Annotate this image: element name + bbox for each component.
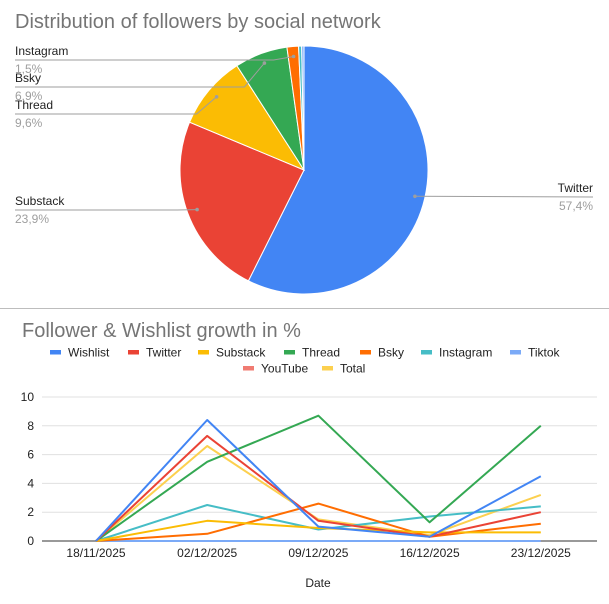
pie-slice-twitter [247, 45, 429, 295]
pie-label-percent: 23,9% [15, 212, 49, 226]
pie-leader-line [15, 62, 265, 88]
pie-label-instagram: Instagram 1,5% [15, 44, 296, 76]
legend-swatch [510, 350, 521, 355]
pie-label-percent: 1,5% [15, 62, 43, 76]
pie-label-name: Instagram [15, 44, 68, 58]
legend-swatch [198, 350, 209, 355]
series-line-instagram [95, 504, 541, 542]
series-lines [95, 414, 542, 542]
legend-label: Total [340, 362, 365, 376]
legend-label: Wishlist [68, 346, 110, 360]
y-tick-label: 10 [21, 390, 35, 404]
pie-slice-youtube [301, 45, 305, 171]
legend-swatch [243, 366, 254, 371]
legend-swatch [322, 366, 333, 371]
legend-label: Substack [216, 346, 266, 360]
pie-label-percent: 57,4% [559, 199, 593, 213]
line-chart: Wishlist Twitter Substack Thread Bsky Instagr… [21, 346, 597, 590]
y-gridlines: 0 2 4 6 8 10 [21, 390, 597, 548]
x-tick-label: 23/12/2025 [511, 546, 571, 560]
legend-item-substack: Substack [198, 346, 266, 360]
legend-swatch [128, 350, 139, 355]
legend-label: Thread [302, 346, 340, 360]
legend-label: Twitter [146, 346, 181, 360]
pie-label-name: Thread [15, 98, 53, 112]
pie-leader-line [15, 96, 217, 115]
x-tick-label: 18/11/2025 [66, 546, 125, 560]
y-tick-label: 2 [27, 505, 34, 519]
x-tick-label: 09/12/2025 [288, 546, 348, 560]
line-legend: Wishlist Twitter Substack Thread Bsky Instagr… [50, 346, 561, 376]
legend-label: Instagram [439, 346, 492, 360]
series-line-wishlist [95, 419, 542, 542]
x-axis-title: Date [305, 576, 331, 590]
series-line-total [95, 445, 542, 542]
legend-item-instagram: Instagram [421, 346, 492, 360]
y-tick-label: 6 [27, 448, 34, 462]
line-chart-panel: Follower & Wishlist growth in % Wishlist… [0, 310, 609, 604]
pie-leader-line [15, 56, 294, 61]
x-tick-label: 02/12/2025 [177, 546, 237, 560]
legend-label: Bsky [378, 346, 404, 360]
pie-chart-panel: Distribution of followers by social netw… [15, 11, 593, 295]
pie-label-percent: 9,6% [15, 116, 43, 130]
pie-label-dot [291, 54, 296, 59]
legend-item-twitter: Twitter [128, 346, 181, 360]
pie-label-name: Substack [15, 194, 65, 208]
series-line-thread [95, 414, 542, 542]
legend-item-total: Total [322, 362, 365, 376]
pie-label-twitter: Twitter 57,4% [413, 181, 593, 213]
legend-label: Tiktok [528, 346, 561, 360]
legend-swatch [284, 350, 295, 355]
y-tick-label: 0 [27, 534, 34, 548]
x-tick-label: 16/12/2025 [400, 546, 460, 560]
legend-item-bsky: Bsky [360, 346, 404, 360]
y-tick-label: 4 [27, 476, 34, 490]
legend-item-thread: Thread [284, 346, 340, 360]
legend-swatch [421, 350, 432, 355]
line-chart-title: Follower & Wishlist growth in % [22, 320, 301, 342]
legend-swatch [360, 350, 371, 355]
y-tick-label: 8 [27, 419, 34, 433]
pie-chart-title: Distribution of followers by social netw… [15, 11, 381, 33]
series-line-bsky [95, 502, 541, 542]
pie-slice-thread [188, 65, 306, 172]
pie-label-bsky: Bsky 6,9% [15, 61, 267, 103]
pie-label-name: Bsky [15, 71, 41, 85]
pie-label-name: Twitter [558, 181, 593, 195]
pie-label-percent: 6,9% [15, 89, 43, 103]
pie-label-substack: Substack 23,9% [15, 194, 199, 226]
legend-item-wishlist: Wishlist [50, 346, 110, 360]
pie-label-thread: Thread 9,6% [15, 95, 219, 130]
series-line-substack [95, 519, 541, 542]
pie-slice-substack [179, 121, 305, 282]
legend-label: YouTube [261, 362, 308, 376]
legend-swatch [50, 350, 61, 355]
series-line-twitter [95, 434, 542, 542]
legend-item-tiktok: Tiktok [510, 346, 561, 360]
pie-chart: Twitter 57,4% Substack 23,9% Thread 9,6% Bsky 6… [15, 44, 593, 295]
legend-item-youtube: YouTube [243, 362, 308, 376]
chart-divider [0, 308, 609, 309]
pie-leader-line [414, 195, 594, 198]
